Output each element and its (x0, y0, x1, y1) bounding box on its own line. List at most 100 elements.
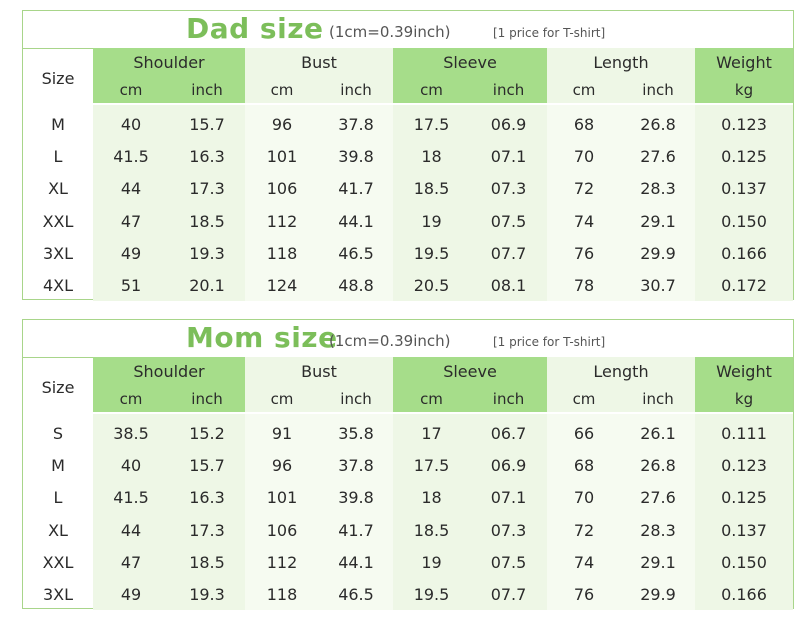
weight-cell: 0.150 (721, 211, 767, 231)
unit-header: inch (470, 386, 547, 412)
unit-header: inch (169, 386, 245, 412)
cm-cell: 112 (266, 211, 298, 231)
size-cell: XL (48, 179, 68, 199)
column-band (245, 105, 393, 301)
unit-header: cm (547, 77, 621, 103)
size-cell: 4XL (42, 276, 74, 296)
inch-cell: 26.8 (640, 114, 676, 134)
size-cell: L (53, 146, 63, 166)
column-band (93, 414, 245, 610)
inch-cell: 37.8 (338, 455, 374, 475)
column-group-header: Shoulder (93, 48, 245, 77)
weight-cell: 0.150 (721, 552, 767, 572)
column-group-header: Bust (245, 357, 393, 386)
unit-header: inch (621, 77, 695, 103)
cm-cell: 44 (120, 520, 142, 540)
column-group-header: Length (547, 357, 695, 386)
cm-cell: 41.5 (113, 488, 149, 508)
inch-cell: 07.5 (490, 211, 527, 231)
inch-cell: 46.5 (338, 243, 374, 263)
cm-cell: 124 (266, 276, 298, 296)
inch-cell: 16.3 (189, 146, 225, 166)
cm-cell: 47 (120, 211, 142, 231)
dad-title-bar: Dad size (1cm=0.39inch) [1 price for T-s… (23, 11, 793, 49)
inch-cell: 06.9 (490, 114, 527, 134)
cm-cell: 106 (266, 179, 298, 199)
weight-cell: 0.137 (721, 179, 767, 199)
cm-cell: 47 (120, 552, 142, 572)
cm-cell: 118 (266, 585, 298, 605)
inch-cell: 15.7 (189, 114, 225, 134)
cm-cell: 101 (266, 488, 298, 508)
cm-cell: 76 (573, 585, 595, 605)
inch-cell: 07.3 (490, 520, 527, 540)
column-band (93, 105, 245, 301)
size-cell: M (51, 114, 65, 134)
weight-cell: 0.123 (721, 114, 767, 134)
inch-cell: 18.5 (189, 552, 225, 572)
inch-cell: 17.3 (189, 179, 225, 199)
size-cell: M (51, 455, 65, 475)
unit-header: inch (169, 77, 245, 103)
inch-cell: 07.1 (490, 488, 527, 508)
unit-header: cm (393, 77, 470, 103)
cm-cell: 91 (271, 423, 293, 443)
inch-cell: 29.9 (640, 585, 676, 605)
size-cell: 3XL (42, 585, 74, 605)
dad-size-table: Dad size (1cm=0.39inch) [1 price for T-s… (22, 10, 794, 301)
cm-cell: 19.5 (413, 243, 450, 263)
inch-cell: 16.3 (189, 488, 225, 508)
cm-cell: 68 (573, 114, 595, 134)
inch-cell: 19.3 (189, 243, 225, 263)
cm-cell: 101 (266, 146, 298, 166)
weight-cell: 0.123 (721, 455, 767, 475)
cm-cell: 96 (271, 455, 293, 475)
cm-cell: 74 (573, 552, 595, 572)
column-band (245, 414, 393, 610)
cm-cell: 18 (421, 146, 442, 166)
cm-cell: 49 (120, 243, 142, 263)
cm-cell: 17.5 (413, 455, 450, 475)
inch-cell: 41.7 (338, 179, 374, 199)
cm-cell: 51 (120, 276, 142, 296)
cm-cell: 49 (120, 585, 142, 605)
cm-cell: 41.5 (113, 146, 149, 166)
cm-cell: 44 (120, 179, 142, 199)
inch-cell: 28.3 (640, 179, 676, 199)
column-band (393, 414, 547, 610)
size-cell: 3XL (42, 243, 74, 263)
cm-cell: 66 (573, 423, 595, 443)
weight-cell: 0.166 (721, 243, 767, 263)
size-header: Size (41, 68, 75, 88)
cm-cell: 18 (421, 488, 442, 508)
inch-cell: 26.1 (640, 423, 676, 443)
unit-header: kg (695, 386, 793, 412)
cm-cell: 106 (266, 520, 298, 540)
cm-cell: 76 (573, 243, 595, 263)
cm-cell: 18.5 (413, 520, 450, 540)
cm-cell: 40 (120, 455, 142, 475)
cm-cell: 40 (120, 114, 142, 134)
unit-header: inch (621, 386, 695, 412)
cm-cell: 68 (573, 455, 595, 475)
cm-cell: 74 (573, 211, 595, 231)
unit-header: cm (93, 386, 169, 412)
inch-cell: 18.5 (189, 211, 225, 231)
mom-price-note: [1 price for T-shirt] (493, 335, 606, 349)
inch-cell: 27.6 (640, 146, 676, 166)
column-group-header: Length (547, 48, 695, 77)
cm-cell: 72 (573, 179, 595, 199)
inch-cell: 37.8 (338, 114, 374, 134)
inch-cell: 20.1 (189, 276, 225, 296)
inch-cell: 19.3 (189, 585, 225, 605)
inch-cell: 39.8 (338, 488, 374, 508)
inch-cell: 08.1 (490, 276, 527, 296)
inch-cell: 29.1 (640, 211, 676, 231)
inch-cell: 17.3 (189, 520, 225, 540)
cm-cell: 19.5 (413, 585, 450, 605)
cm-cell: 20.5 (413, 276, 450, 296)
unit-header: cm (245, 77, 319, 103)
inch-cell: 07.3 (490, 179, 527, 199)
column-band (547, 105, 695, 301)
column-group-header: Weight (695, 48, 793, 77)
